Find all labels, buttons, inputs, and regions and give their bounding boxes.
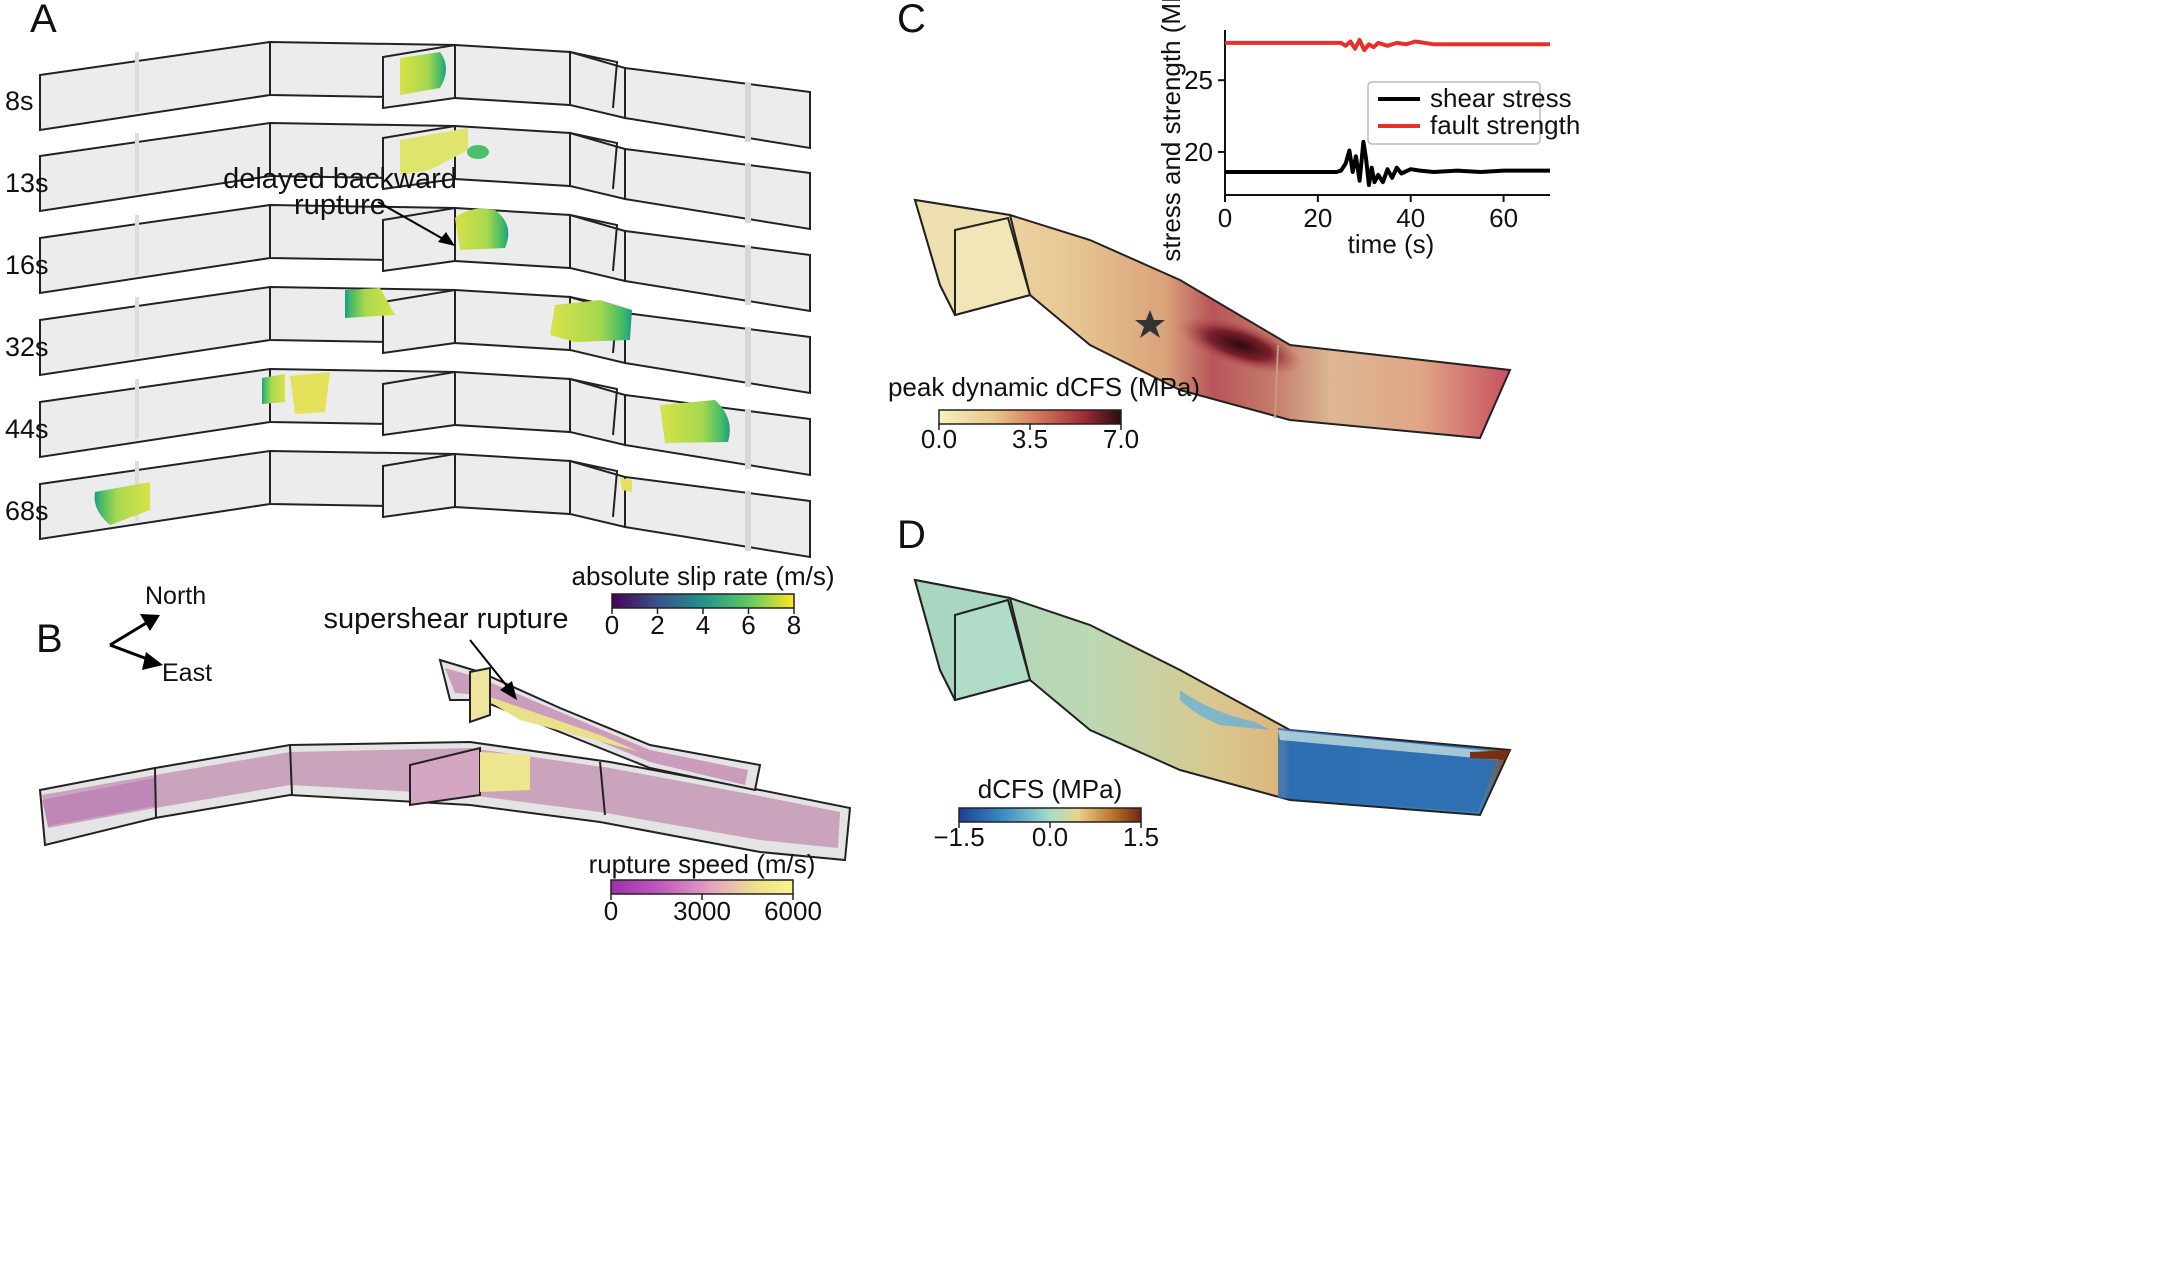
panel-d: D dCFS (MPa) −1.5 0.0 1.5	[897, 513, 1512, 852]
x-axis-label: time (s)	[1348, 229, 1435, 259]
east-arrow-icon	[142, 652, 163, 670]
colorbar-title: rupture speed (m/s)	[589, 849, 816, 879]
compass-north-label: North	[145, 582, 206, 610]
stress-strength-chart: 0 20 40 60 20 25 time (s) stress and strength…	[1156, 0, 1580, 262]
colorbar-rupture-speed: rupture speed (m/s) 0 3000 6000	[589, 849, 822, 926]
colorbar-tick-label: −1.5	[933, 822, 984, 852]
colorbar-tick-label: 0.0	[1032, 822, 1068, 852]
snapshot-68s: 68s	[5, 450, 811, 558]
legend: shear stress fault strength	[1367, 81, 1580, 145]
colorbar-peak-dcfs: peak dynamic dCFS (MPa) 0.0 3.5 7.0	[888, 372, 1200, 454]
y-tick-label: 25	[1184, 65, 1213, 95]
annotation-supershear-rupture: supershear rupture	[323, 603, 569, 700]
colorbar-dcfs: dCFS (MPa) −1.5 0.0 1.5	[933, 774, 1159, 852]
x-tick-label: 20	[1303, 203, 1332, 233]
annotation-delayed-backward-rupture: delayed backward rupture	[223, 163, 457, 246]
colorbar-tick-label: 0	[604, 896, 618, 926]
star-icon	[1135, 310, 1165, 338]
series-line-shear-stress	[1225, 139, 1550, 187]
snapshot-13s: 13s	[5, 122, 811, 230]
colorbar-tick-label: 8	[787, 610, 801, 640]
panel-a: A 8s 13s 16s 32s 44s	[5, 0, 834, 640]
legend-label-fault-strength: fault strength	[1430, 110, 1580, 140]
dcfs-fault	[913, 578, 1512, 817]
colorbar-title: dCFS (MPa)	[978, 774, 1122, 804]
colorbar-tick-label: 6	[741, 610, 755, 640]
snapshot-label: 68s	[5, 496, 49, 526]
series-line-fault-strength	[1225, 38, 1550, 53]
y-tick-label: 20	[1184, 137, 1213, 167]
snapshot-16s: 16s	[5, 204, 811, 312]
annotation-text: supershear rupture	[323, 603, 568, 635]
y-axis-label: stress and strength (MPa)	[1156, 0, 1186, 262]
peak-dcfs-fault	[913, 198, 1512, 440]
snapshot-label: 13s	[5, 168, 49, 198]
panel-label-a: A	[30, 0, 57, 41]
x-tick-label: 40	[1396, 203, 1425, 233]
snapshot-label: 32s	[5, 332, 49, 362]
colorbar-tick-label: 0	[605, 610, 619, 640]
panel-label-c: C	[897, 0, 926, 41]
annotation-line1: delayed backward	[223, 163, 457, 195]
colorbar-tick-label: 6000	[764, 896, 822, 926]
snapshot-label: 44s	[5, 414, 49, 444]
colorbar-tick-label: 0.0	[921, 424, 957, 454]
colorbar-title: absolute slip rate (m/s)	[572, 561, 835, 591]
compass-east-label: East	[162, 659, 212, 687]
legend-label-shear-stress: shear stress	[1430, 83, 1572, 113]
panel-label-d: D	[897, 513, 926, 557]
panel-c: C peak dynamic dCFS (MPa) 0.0 3.5 7.0 0 20 4…	[888, 0, 1580, 454]
colorbar-tick-label: 3000	[673, 896, 731, 926]
colorbar-tick-label: 2	[650, 610, 664, 640]
north-arrow-icon	[140, 614, 160, 631]
colorbar-tick-label: 4	[696, 610, 710, 640]
colorbar-tick-label: 3.5	[1012, 424, 1048, 454]
x-tick-label: 0	[1218, 203, 1232, 233]
compass: North East	[109, 582, 212, 687]
rupture-speed-fault	[38, 658, 852, 862]
panel-label-b: B	[36, 617, 63, 661]
snapshot-label: 8s	[5, 86, 34, 116]
snapshot-8s: 8s	[5, 41, 811, 149]
colorbar-slip-rate: absolute slip rate (m/s) 0 2 4 6 8	[572, 561, 835, 640]
colorbar-tick-label: 1.5	[1123, 822, 1159, 852]
snapshot-32s: 32s	[5, 286, 811, 394]
snapshot-44s: 44s	[5, 368, 811, 476]
colorbar-tick-label: 7.0	[1103, 424, 1139, 454]
annotation-line2: rupture	[294, 189, 386, 221]
x-tick-label: 60	[1489, 203, 1518, 233]
panel-b: B North East supershear rupture	[36, 582, 852, 926]
colorbar-title: peak dynamic dCFS (MPa)	[888, 372, 1200, 402]
snapshot-label: 16s	[5, 250, 49, 280]
